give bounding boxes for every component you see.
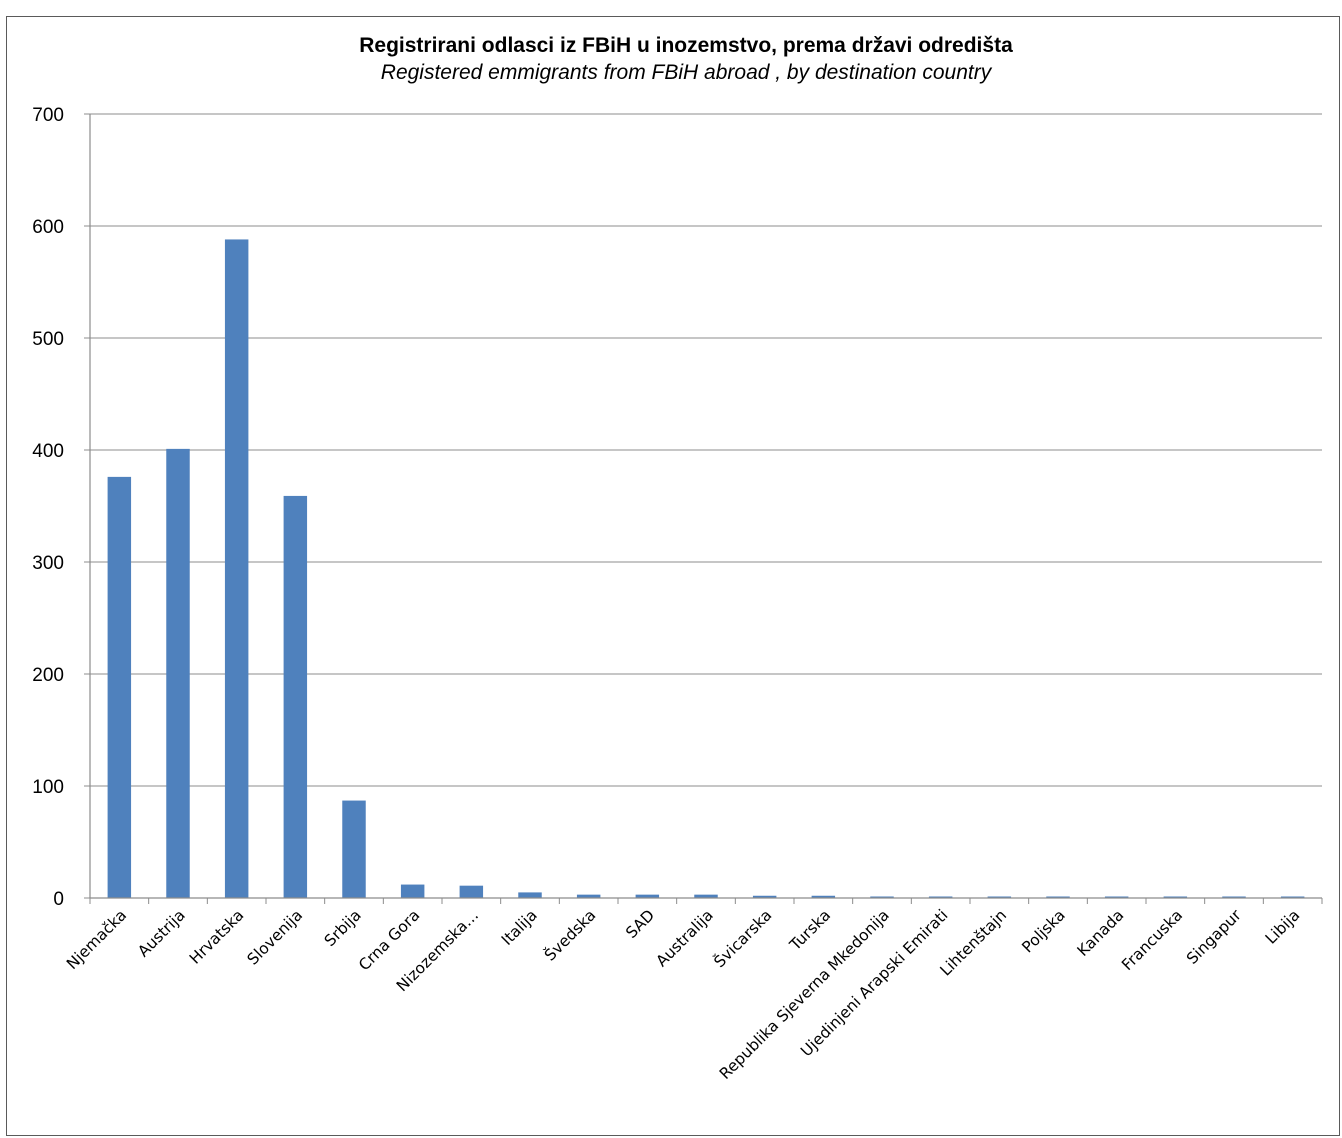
y-tick-label: 600 <box>32 217 64 238</box>
bar <box>459 885 484 898</box>
y-tick-label: 700 <box>32 105 64 126</box>
chart-title: Registrirani odlasci iz FBiH u inozemstv… <box>359 34 1013 57</box>
x-tick-label: Francuska <box>1118 906 1186 974</box>
y-tick-label: 400 <box>32 441 64 462</box>
bar <box>576 894 601 898</box>
y-tick-label: 100 <box>32 777 64 798</box>
bar <box>1163 896 1188 898</box>
bar <box>107 476 132 898</box>
bars <box>107 239 1305 898</box>
bar <box>166 448 190 898</box>
bar <box>635 894 660 898</box>
x-tick-label: Slovenija <box>244 906 306 968</box>
x-tick-label: SAD <box>622 906 658 942</box>
bar <box>870 896 894 898</box>
bar <box>694 894 718 898</box>
x-tick-label: Singapur <box>1183 906 1245 968</box>
x-tick-label: Kanada <box>1074 906 1128 960</box>
x-tick-label: Hrvatska <box>186 906 248 968</box>
x-tick-label: Australija <box>653 906 717 970</box>
x-tick-label: Libija <box>1262 906 1304 948</box>
y-tick-label: 0 <box>53 889 64 910</box>
x-tick-label: Njemačka <box>63 906 130 973</box>
bar <box>1104 896 1129 898</box>
x-tick-label: Turska <box>786 906 835 955</box>
x-tick-label: Švicarska <box>710 905 776 971</box>
bar <box>283 495 308 898</box>
y-tick-label: 200 <box>32 665 64 686</box>
bar <box>342 800 366 898</box>
bar <box>400 884 425 898</box>
x-tick-label: Švedska <box>540 905 599 964</box>
x-tick-label: Poljska <box>1019 906 1069 956</box>
bar <box>1280 896 1305 898</box>
x-tick-label: Austrija <box>134 906 189 961</box>
y-tick-labels: 0 100 200 300 400 500 600 700 <box>32 105 64 910</box>
x-tick-label: Srbija <box>321 906 365 950</box>
bar <box>928 896 953 898</box>
bar <box>987 896 1012 898</box>
bar <box>224 239 249 898</box>
bar <box>811 895 836 898</box>
bar <box>752 895 777 898</box>
chart-subtitle: Registered emmigrants from FBiH abroad ,… <box>381 61 993 84</box>
y-tick-label: 300 <box>32 553 64 574</box>
y-tick-label: 500 <box>32 329 64 350</box>
x-tick-label: Italija <box>498 906 541 949</box>
bar <box>518 892 542 898</box>
bar <box>1222 896 1246 898</box>
axes <box>89 114 1323 904</box>
bar <box>1046 896 1070 898</box>
gridlines <box>84 113 1322 899</box>
